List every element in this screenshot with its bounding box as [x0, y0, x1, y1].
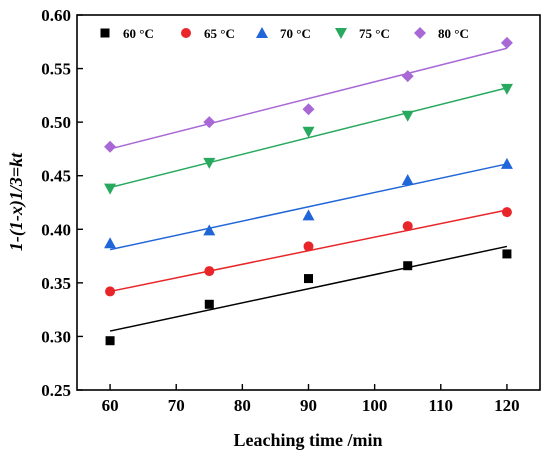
- data-point-series-5: [203, 116, 216, 129]
- data-point-series-3: [401, 174, 414, 185]
- legend-item: 80 °C: [414, 26, 469, 41]
- fit-line-series-5: [109, 47, 508, 150]
- x-tick-label: 60: [102, 396, 119, 415]
- data-point-series-2: [303, 241, 314, 252]
- x-tick-label: 110: [429, 396, 454, 415]
- legend: 60 °C 65 °C 70 °C 75 °C 80 °C: [100, 26, 469, 41]
- y-axis: 0.25 0.30 0.35 0.40 0.45 0.50 0.55 0.60: [41, 6, 83, 400]
- legend-label: 65 °C: [204, 26, 235, 41]
- legend-marker: [181, 28, 191, 38]
- legend-item: 65 °C: [181, 26, 235, 41]
- x-tick-label: 70: [168, 396, 185, 415]
- x-axis: 60 70 80 90 100 110 120: [102, 384, 520, 415]
- y-axis-title: 1-(1-x)1/3=kt: [6, 152, 27, 251]
- legend-marker: [256, 27, 268, 38]
- x-tick-label: 90: [300, 396, 317, 415]
- data-point-series-2: [402, 221, 413, 232]
- data-point-series-1: [304, 274, 313, 284]
- y-tick-label: 0.55: [41, 60, 71, 79]
- fit-line-series-3: [109, 163, 508, 251]
- legend-label: 60 °C: [123, 26, 154, 41]
- data-point-series-3: [104, 237, 117, 249]
- y-tick-label: 0.40: [41, 220, 71, 239]
- data-markers: [104, 36, 513, 346]
- data-point-series-4: [401, 110, 414, 122]
- data-point-series-5: [104, 140, 117, 153]
- data-point-series-1: [204, 299, 214, 309]
- fit-lines: [109, 47, 508, 332]
- legend-marker: [414, 27, 426, 39]
- x-tick-label: 80: [234, 396, 251, 415]
- plot-frame: [76, 14, 541, 391]
- legend-item: 75 °C: [335, 26, 390, 41]
- data-point-series-4: [500, 83, 513, 95]
- legend-marker: [100, 28, 110, 38]
- data-point-series-2: [105, 286, 116, 297]
- y-tick-label: 0.45: [41, 167, 71, 186]
- data-point-series-4: [104, 183, 117, 195]
- fit-line-series-1: [109, 245, 508, 332]
- y-tick-label: 0.30: [41, 327, 71, 346]
- legend-item: 60 °C: [100, 26, 154, 41]
- data-point-series-1: [105, 336, 115, 346]
- legend-label: 70 °C: [280, 26, 311, 41]
- legend-label: 75 °C: [359, 26, 390, 41]
- x-tick-label: 100: [362, 396, 388, 415]
- data-point-series-2: [501, 207, 512, 218]
- x-axis-title: Leaching time /min: [234, 430, 383, 450]
- data-point-series-3: [500, 157, 513, 169]
- data-point-series-5: [401, 70, 414, 83]
- y-tick-label: 0.60: [41, 6, 71, 25]
- data-point-series-2: [204, 266, 215, 277]
- legend-marker: [335, 28, 347, 39]
- data-point-series-5: [500, 36, 513, 49]
- data-point-series-1: [403, 261, 413, 271]
- data-point-series-1: [502, 249, 512, 259]
- data-point-series-3: [203, 224, 216, 236]
- data-point-series-5: [302, 103, 315, 116]
- legend-label: 80 °C: [438, 26, 469, 41]
- legend-item: 70 °C: [256, 26, 311, 41]
- y-tick-label: 0.35: [41, 274, 71, 293]
- x-tick-label: 120: [494, 396, 520, 415]
- data-point-series-4: [302, 126, 315, 138]
- y-tick-label: 0.25: [41, 381, 71, 400]
- y-tick-label: 0.50: [41, 113, 71, 132]
- data-point-series-3: [302, 209, 315, 221]
- data-point-series-4: [203, 157, 216, 169]
